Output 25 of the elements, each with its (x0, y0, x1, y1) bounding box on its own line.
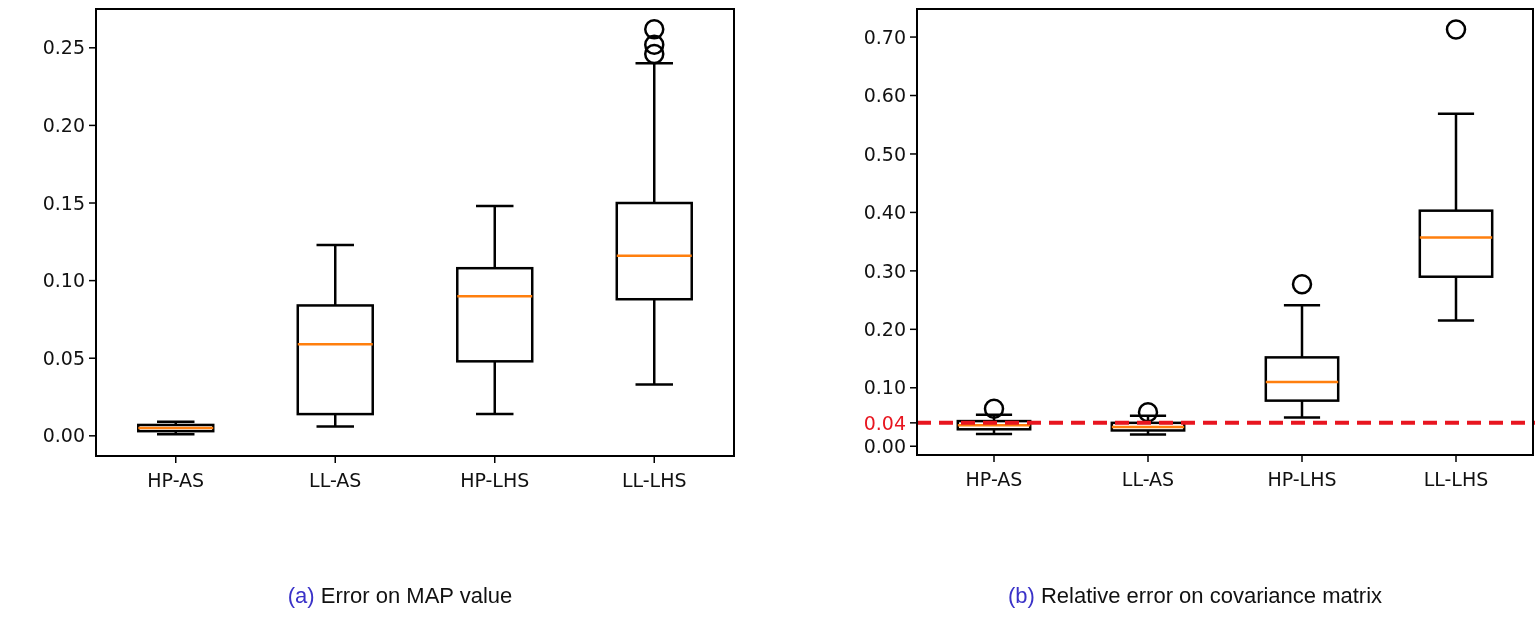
x-tick-label: LL-AS (309, 469, 362, 492)
y-tick-label: 0.20 (863, 317, 906, 340)
y-tick-label: 0.40 (863, 201, 906, 224)
x-tick-label: LL-LHS (1423, 468, 1489, 491)
x-tick-label: LL-AS (1121, 468, 1175, 491)
x-tick-label: HP-AS (965, 468, 1023, 491)
x-tick-label: LL-LHS (621, 469, 687, 492)
y-tick-label: 0.50 (863, 142, 906, 165)
x-tick-label: HP-LHS (1267, 468, 1337, 491)
text: (a) Error on MAP value (287, 583, 513, 608)
y-tick-label: 0.05 (42, 346, 85, 369)
y-tick-label: 0.10 (42, 269, 85, 292)
y-tick-label: 0.10 (863, 376, 906, 399)
y-tick-label: 0.25 (42, 36, 85, 59)
x-tick-label: HP-LHS (460, 469, 530, 492)
y-tick-label: 0.20 (42, 114, 85, 137)
y-tick-label: 0.30 (863, 259, 906, 282)
ref-line-label: 0.04 (863, 411, 906, 434)
x-tick-label: HP-AS (147, 469, 205, 492)
y-tick-label: 0.60 (863, 84, 906, 107)
y-tick-label: 0.70 (863, 25, 906, 48)
y-tick-label: 0.00 (863, 434, 906, 457)
text: (b) Relative error on covariance matrix (1007, 583, 1383, 608)
y-tick-label: 0.00 (42, 424, 85, 447)
y-tick-label: 0.15 (42, 191, 85, 214)
